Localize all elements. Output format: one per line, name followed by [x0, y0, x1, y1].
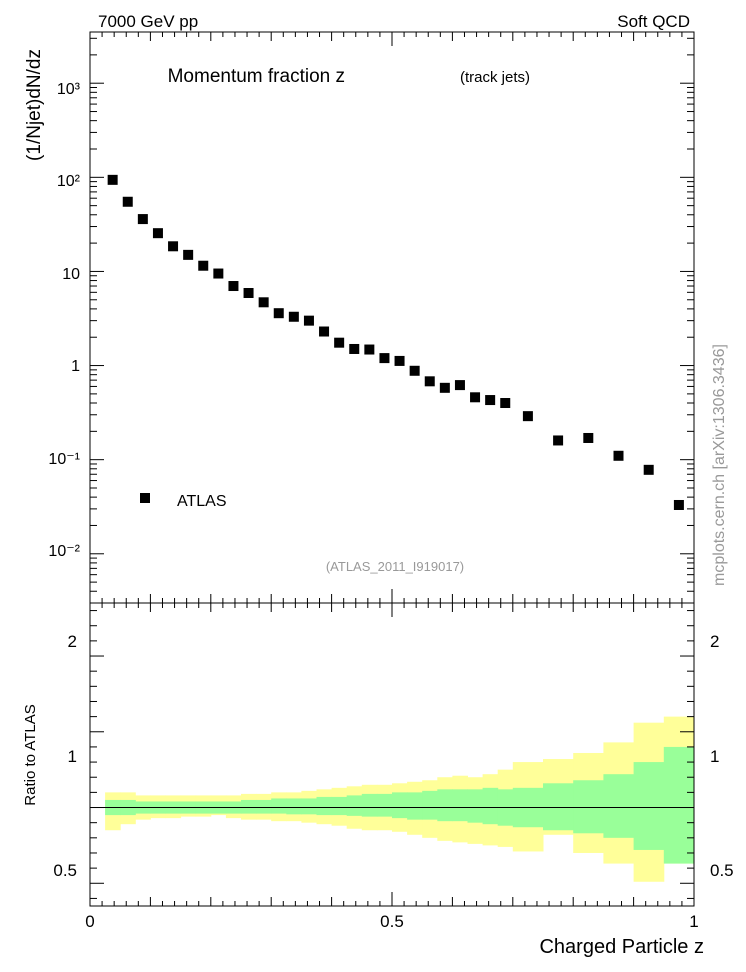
band-stat — [603, 774, 635, 838]
data-point — [273, 308, 284, 319]
legend-marker — [140, 493, 150, 503]
data-point — [500, 398, 511, 409]
band-stat — [301, 798, 317, 815]
y-tick-label: 10⁻² — [48, 543, 80, 560]
axes — [89, 31, 695, 907]
data-point — [379, 353, 390, 364]
ratio-y-tick-label: 0.5 — [53, 861, 77, 880]
data-point — [258, 297, 269, 308]
data-point — [454, 380, 465, 391]
y-tick-label: 1 — [71, 358, 80, 375]
ratio-y-tick-label-right: 1 — [710, 747, 719, 766]
ratio-y-label: Ratio to ATLAS — [22, 704, 39, 805]
band-stat — [331, 796, 348, 816]
band-stat — [407, 792, 423, 820]
data-point — [485, 395, 496, 406]
data-point — [107, 174, 118, 185]
y-tick-label: 10³ — [57, 81, 81, 98]
band-stat — [241, 799, 257, 814]
main-frame — [89, 31, 695, 604]
band-stat — [543, 783, 574, 831]
x-tick-label: 0.5 — [380, 912, 404, 931]
data-point — [228, 281, 239, 292]
x-axis-label: Charged Particle z — [539, 936, 704, 958]
data-point — [470, 392, 481, 403]
band-stat — [437, 789, 453, 822]
band-stat — [467, 789, 484, 823]
data-point — [122, 196, 133, 207]
data-point — [424, 376, 435, 387]
side-label: mcplots.cern.ch [arXiv:1306.3436] — [711, 344, 728, 586]
data-point — [522, 411, 533, 422]
data-point — [409, 365, 420, 376]
data-point — [613, 450, 624, 461]
band-stat — [482, 787, 499, 825]
data-point — [334, 337, 345, 348]
band-stat — [361, 793, 378, 817]
data-point — [364, 344, 375, 355]
chart-title: Momentum fraction z — [168, 66, 345, 87]
band-stat — [316, 796, 333, 816]
data-point — [213, 268, 224, 279]
data-point — [583, 432, 594, 443]
data-point — [198, 260, 209, 271]
band-stat — [271, 798, 287, 814]
header-right: Soft QCD — [617, 12, 690, 31]
data-point — [183, 249, 194, 260]
legend-label: ATLAS — [177, 493, 227, 510]
data-point — [303, 315, 314, 326]
y-tick-label: 10⁻¹ — [48, 451, 80, 468]
data-point — [439, 382, 450, 393]
band-stat — [346, 795, 363, 816]
band-stat — [422, 790, 438, 820]
band-stat — [286, 798, 302, 815]
band-stat — [663, 746, 695, 864]
data-point — [673, 499, 684, 510]
x-tick-label: 0 — [85, 912, 94, 931]
data-point — [137, 214, 148, 225]
data-point — [394, 355, 405, 366]
band-stat — [573, 780, 604, 834]
data-point — [643, 464, 654, 475]
band-stat — [633, 762, 665, 850]
analysis-tag: (ATLAS_2011_I919017) — [326, 559, 464, 574]
y-tick-label: 10 — [62, 266, 80, 283]
data-point — [152, 228, 163, 239]
band-stat — [392, 792, 408, 819]
x-tick-label: 1 — [689, 912, 698, 931]
ratio-y-tick-label-right: 2 — [710, 632, 719, 651]
y-tick-label: 10² — [57, 173, 81, 190]
ratio-bands — [90, 716, 695, 882]
band-stat — [376, 793, 393, 817]
data-point — [553, 435, 564, 446]
data-point — [288, 311, 299, 322]
data-point — [349, 343, 360, 354]
ratio-y-tick-label: 2 — [68, 632, 77, 651]
chart-title-suffix: (track jets) — [460, 69, 530, 86]
ratio-y-tick-label: 1 — [68, 747, 77, 766]
ratio-y-tick-label-right: 0.5 — [710, 861, 734, 880]
data-points — [107, 174, 684, 510]
y-axis-label: (1/Njet)dN/dz — [24, 49, 45, 161]
data-point — [168, 241, 179, 252]
band-stat — [452, 789, 468, 822]
band-stat — [256, 799, 272, 814]
header-left: 7000 GeV pp — [98, 12, 198, 31]
data-point — [319, 326, 330, 337]
data-point — [243, 288, 254, 299]
